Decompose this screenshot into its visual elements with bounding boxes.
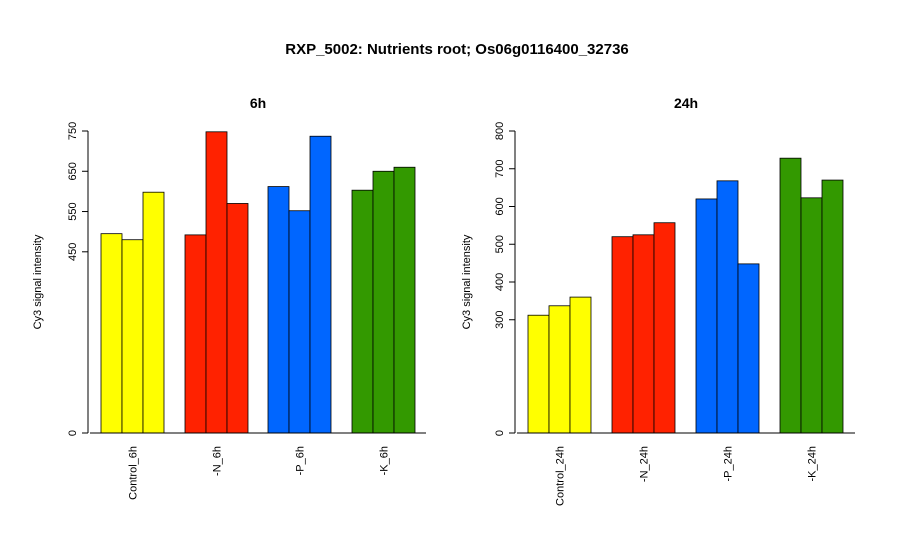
bar--P_24h-2	[716, 180, 739, 434]
bar--P_6h-1	[267, 186, 290, 434]
x-tick-label: -N_24h	[639, 446, 651, 482]
bar-Control_24h-2	[548, 305, 571, 434]
x-tick-label: -K_6h	[379, 446, 391, 475]
bar--K_24h-3	[821, 179, 844, 434]
bar--N_24h-3	[653, 222, 676, 434]
y-axis-24h: 0 300 400 500 600 700 800	[494, 122, 516, 436]
bar--K_24h-1	[779, 157, 802, 434]
y-tick-label: 750	[67, 122, 79, 140]
x-tick-label: Control_24h	[555, 446, 567, 506]
bars-6h	[100, 131, 416, 434]
bars-24h	[527, 157, 844, 434]
x-tick-label: -N_6h	[212, 446, 224, 476]
x-axis-24h: Control_24h -N_24h -P_24h -K_24h	[517, 432, 855, 506]
y-tick-label: 450	[67, 243, 79, 261]
bar-Control_6h-3	[142, 191, 165, 434]
y-tick-label: 800	[494, 122, 506, 140]
bar--N_24h-1	[611, 236, 634, 434]
bar--P_6h-3	[309, 135, 332, 434]
panel-6h: 6h Cy3 signal intensity 0 450 550 650 750 Co…	[32, 95, 426, 500]
y-tick-label: 650	[67, 162, 79, 180]
y-tick-label: 550	[67, 202, 79, 220]
bar--P_6h-2	[288, 210, 311, 434]
y-tick-label: 400	[494, 273, 506, 291]
chart-title: RXP_5002: Nutrients root; Os06g0116400_3…	[285, 41, 629, 58]
y-tick-label: 700	[494, 160, 506, 178]
bar--P_24h-3	[737, 263, 760, 434]
bar--P_24h-1	[695, 198, 718, 434]
y-axis-6h: 0 450 550 650 750	[67, 122, 89, 436]
x-tick-label: -P_24h	[723, 446, 735, 481]
y-tick-label: 0	[67, 430, 79, 436]
bar--K_6h-3	[393, 166, 416, 434]
y-axis-label-24h: Cy3 signal intensity	[461, 234, 473, 329]
panel-title-24h: 24h	[674, 95, 698, 111]
bar-Control_6h-2	[121, 239, 144, 434]
bar--K_6h-2	[372, 170, 395, 434]
y-tick-label: 500	[494, 235, 506, 253]
y-axis-label-6h: Cy3 signal intensity	[32, 234, 44, 329]
bar--K_6h-1	[351, 189, 374, 434]
y-tick-label: 0	[494, 430, 506, 436]
x-tick-label: -K_24h	[807, 446, 819, 481]
bar--N_6h-3	[226, 203, 249, 434]
bar--K_24h-2	[800, 197, 823, 434]
y-tick-label: 600	[494, 197, 506, 215]
bar-Control_24h-3	[569, 296, 592, 434]
panel-title-6h: 6h	[250, 95, 266, 111]
bar--N_6h-1	[184, 234, 207, 434]
x-axis-6h: Control_6h -N_6h -P_6h -K_6h	[90, 432, 426, 500]
x-tick-label: -P_6h	[295, 446, 307, 475]
bar-Control_6h-1	[100, 233, 123, 434]
bar--N_24h-2	[632, 234, 655, 434]
x-tick-label: Control_6h	[128, 446, 140, 500]
panel-24h: 24h Cy3 signal intensity 0 300 400 500 600 70…	[461, 95, 855, 506]
y-tick-label: 300	[494, 311, 506, 329]
bar--N_6h-2	[205, 131, 228, 434]
bar-Control_24h-1	[527, 314, 550, 434]
